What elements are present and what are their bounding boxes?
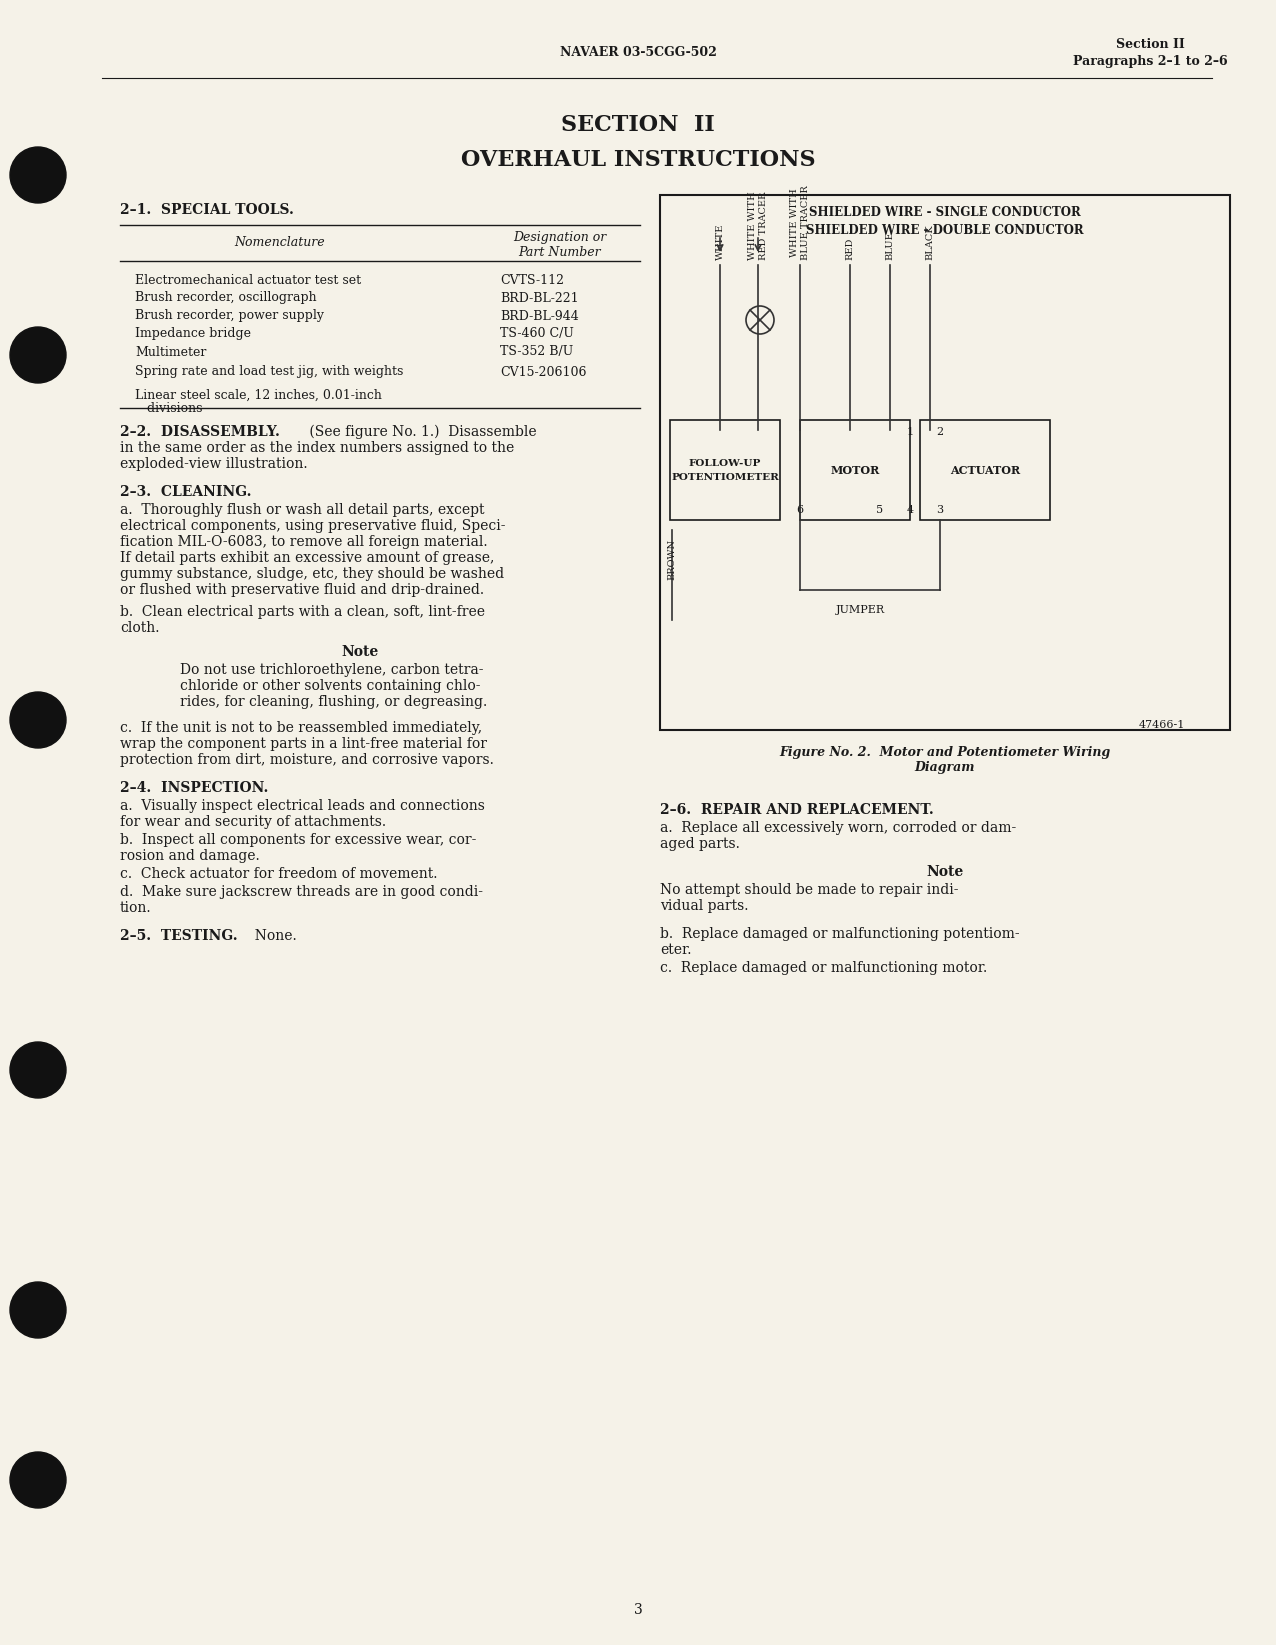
Text: fication MIL-O-6083, to remove all foreign material.: fication MIL-O-6083, to remove all forei… xyxy=(120,535,487,549)
Text: gummy substance, sludge, etc, they should be washed: gummy substance, sludge, etc, they shoul… xyxy=(120,568,504,581)
Text: SHIELDED WIRE - DOUBLE CONDUCTOR: SHIELDED WIRE - DOUBLE CONDUCTOR xyxy=(806,224,1083,237)
Text: ACTUATOR: ACTUATOR xyxy=(949,464,1020,475)
Text: FOLLOW-UP: FOLLOW-UP xyxy=(689,459,762,469)
Text: 2–1.  SPECIAL TOOLS.: 2–1. SPECIAL TOOLS. xyxy=(120,202,293,217)
Text: BLACK: BLACK xyxy=(925,224,934,260)
Circle shape xyxy=(10,1041,66,1097)
Text: JUMPER: JUMPER xyxy=(836,605,884,615)
Text: 2: 2 xyxy=(937,428,943,438)
Text: Paragraphs 2–1 to 2–6: Paragraphs 2–1 to 2–6 xyxy=(1073,56,1228,69)
Text: (See figure No. 1.)  Disassemble: (See figure No. 1.) Disassemble xyxy=(305,424,537,439)
Text: c.  If the unit is not to be reassembled immediately,: c. If the unit is not to be reassembled … xyxy=(120,721,482,735)
Text: BRD-BL-944: BRD-BL-944 xyxy=(500,309,579,322)
Text: 5: 5 xyxy=(877,505,883,515)
Text: b.  Clean electrical parts with a clean, soft, lint-free: b. Clean electrical parts with a clean, … xyxy=(120,605,485,619)
Circle shape xyxy=(10,1453,66,1508)
Text: Section II: Section II xyxy=(1115,38,1184,51)
Text: 2–5.  TESTING.: 2–5. TESTING. xyxy=(120,929,237,943)
Text: 47466-1: 47466-1 xyxy=(1138,721,1185,730)
Text: cloth.: cloth. xyxy=(120,622,160,635)
Text: 3: 3 xyxy=(634,1602,642,1617)
Text: chloride or other solvents containing chlo-: chloride or other solvents containing ch… xyxy=(180,679,481,693)
Text: OVERHAUL INSTRUCTIONS: OVERHAUL INSTRUCTIONS xyxy=(461,150,815,171)
Text: 3: 3 xyxy=(937,505,943,515)
Text: 6: 6 xyxy=(796,505,804,515)
Circle shape xyxy=(10,146,66,202)
Text: MOTOR: MOTOR xyxy=(831,464,879,475)
Text: d.  Make sure jackscrew threads are in good condi-: d. Make sure jackscrew threads are in go… xyxy=(120,885,484,900)
Text: protection from dirt, moisture, and corrosive vapors.: protection from dirt, moisture, and corr… xyxy=(120,753,494,767)
Text: eter.: eter. xyxy=(660,943,692,957)
Text: BROWN: BROWN xyxy=(667,540,676,581)
Text: RED: RED xyxy=(846,237,855,260)
Circle shape xyxy=(10,1281,66,1337)
Text: Spring rate and load test jig, with weights: Spring rate and load test jig, with weig… xyxy=(135,365,403,378)
Text: POTENTIOMETER: POTENTIOMETER xyxy=(671,474,778,482)
Text: exploded-view illustration.: exploded-view illustration. xyxy=(120,457,308,470)
Text: Nomenclature: Nomenclature xyxy=(235,235,325,248)
Text: WHITE WITH
RED TRACER: WHITE WITH RED TRACER xyxy=(748,191,768,260)
Text: tion.: tion. xyxy=(120,901,152,915)
Text: CV15-206106: CV15-206106 xyxy=(500,365,587,378)
Text: for wear and security of attachments.: for wear and security of attachments. xyxy=(120,814,387,829)
Text: rides, for cleaning, flushing, or degreasing.: rides, for cleaning, flushing, or degrea… xyxy=(180,694,487,709)
Text: Figure No. 2.  Motor and Potentiometer Wiring
Diagram: Figure No. 2. Motor and Potentiometer Wi… xyxy=(780,745,1110,775)
Text: c.  Replace damaged or malfunctioning motor.: c. Replace damaged or malfunctioning mot… xyxy=(660,961,988,975)
Text: If detail parts exhibit an excessive amount of grease,: If detail parts exhibit an excessive amo… xyxy=(120,551,494,564)
Text: a.  Visually inspect electrical leads and connections: a. Visually inspect electrical leads and… xyxy=(120,799,485,813)
Text: SECTION  II: SECTION II xyxy=(561,114,715,137)
Text: 2–4.  INSPECTION.: 2–4. INSPECTION. xyxy=(120,781,268,795)
Text: Impedance bridge: Impedance bridge xyxy=(135,327,251,341)
Text: TS-460 C/U: TS-460 C/U xyxy=(500,327,574,341)
Text: or flushed with preservative fluid and drip-drained.: or flushed with preservative fluid and d… xyxy=(120,582,484,597)
Text: No attempt should be made to repair indi-: No attempt should be made to repair indi… xyxy=(660,883,958,897)
Text: 2–6.  REPAIR AND REPLACEMENT.: 2–6. REPAIR AND REPLACEMENT. xyxy=(660,803,934,818)
Text: Brush recorder, power supply: Brush recorder, power supply xyxy=(135,309,324,322)
Text: Designation or: Designation or xyxy=(513,232,606,245)
Text: wrap the component parts in a lint-free material for: wrap the component parts in a lint-free … xyxy=(120,737,487,752)
Text: Note: Note xyxy=(342,645,379,660)
Text: WHITE WITH
BLUE TRACER: WHITE WITH BLUE TRACER xyxy=(790,186,810,260)
Text: Linear steel scale, 12 inches, 0.01-inch: Linear steel scale, 12 inches, 0.01-inch xyxy=(135,388,382,401)
Circle shape xyxy=(10,327,66,383)
Text: divisions: divisions xyxy=(135,403,203,416)
Text: c.  Check actuator for freedom of movement.: c. Check actuator for freedom of movemen… xyxy=(120,867,438,882)
Text: SHIELDED WIRE - SINGLE CONDUCTOR: SHIELDED WIRE - SINGLE CONDUCTOR xyxy=(809,207,1081,219)
Text: Note: Note xyxy=(926,865,963,878)
Text: aged parts.: aged parts. xyxy=(660,837,740,850)
Text: electrical components, using preservative fluid, Speci-: electrical components, using preservativ… xyxy=(120,520,505,533)
Text: NAVAER 03-5CGG-502: NAVAER 03-5CGG-502 xyxy=(560,46,716,59)
Text: BRD-BL-221: BRD-BL-221 xyxy=(500,291,578,304)
Text: vidual parts.: vidual parts. xyxy=(660,900,749,913)
Text: b.  Replace damaged or malfunctioning potentiom-: b. Replace damaged or malfunctioning pot… xyxy=(660,928,1020,941)
Text: 1: 1 xyxy=(906,428,914,438)
Text: rosion and damage.: rosion and damage. xyxy=(120,849,260,864)
Text: Electromechanical actuator test set: Electromechanical actuator test set xyxy=(135,273,361,286)
Text: b.  Inspect all components for excessive wear, cor-: b. Inspect all components for excessive … xyxy=(120,832,476,847)
Text: CVTS-112: CVTS-112 xyxy=(500,273,564,286)
Circle shape xyxy=(10,693,66,748)
Text: Do not use trichloroethylene, carbon tetra-: Do not use trichloroethylene, carbon tet… xyxy=(180,663,484,678)
Text: in the same order as the index numbers assigned to the: in the same order as the index numbers a… xyxy=(120,441,514,456)
Text: None.: None. xyxy=(246,929,297,943)
Text: a.  Thoroughly flush or wash all detail parts, except: a. Thoroughly flush or wash all detail p… xyxy=(120,503,485,517)
Text: 2–3.  CLEANING.: 2–3. CLEANING. xyxy=(120,485,251,498)
Text: 4: 4 xyxy=(906,505,914,515)
Text: TS-352 B/U: TS-352 B/U xyxy=(500,345,573,359)
Text: WHITE: WHITE xyxy=(716,224,725,260)
Text: Brush recorder, oscillograph: Brush recorder, oscillograph xyxy=(135,291,316,304)
Text: Multimeter: Multimeter xyxy=(135,345,207,359)
Text: Part Number: Part Number xyxy=(518,245,601,258)
Text: BLUE: BLUE xyxy=(886,232,894,260)
Text: a.  Replace all excessively worn, corroded or dam-: a. Replace all excessively worn, corrode… xyxy=(660,821,1016,836)
Text: 2–2.  DISASSEMBLY.: 2–2. DISASSEMBLY. xyxy=(120,424,279,439)
